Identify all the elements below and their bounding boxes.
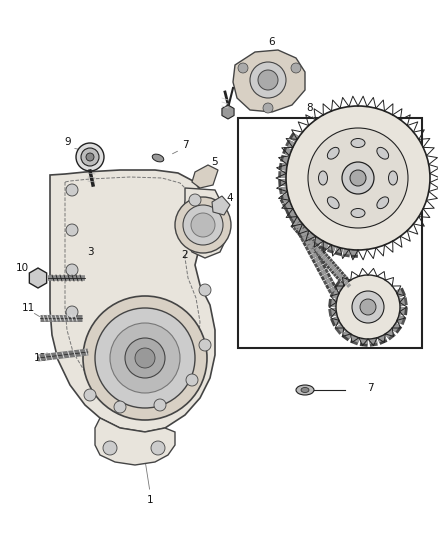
Circle shape <box>86 153 94 161</box>
Polygon shape <box>222 105 234 119</box>
Circle shape <box>76 143 104 171</box>
Ellipse shape <box>351 139 365 148</box>
Polygon shape <box>95 418 175 465</box>
Polygon shape <box>212 196 230 215</box>
Circle shape <box>114 401 126 413</box>
Circle shape <box>183 205 223 245</box>
Text: 2: 2 <box>182 250 188 260</box>
Text: 6: 6 <box>268 37 276 47</box>
Text: 9: 9 <box>65 137 71 147</box>
Circle shape <box>263 103 273 113</box>
Circle shape <box>66 264 78 276</box>
Circle shape <box>151 441 165 455</box>
Circle shape <box>360 299 376 315</box>
Circle shape <box>103 441 117 455</box>
Circle shape <box>83 296 207 420</box>
Polygon shape <box>29 268 47 288</box>
Ellipse shape <box>377 197 389 208</box>
Circle shape <box>286 106 430 250</box>
Ellipse shape <box>389 171 398 185</box>
Circle shape <box>352 291 384 323</box>
Text: 10: 10 <box>15 263 28 273</box>
Circle shape <box>186 374 198 386</box>
Circle shape <box>125 338 165 378</box>
Text: 3: 3 <box>87 247 93 257</box>
Circle shape <box>135 348 155 368</box>
Ellipse shape <box>296 385 314 395</box>
Circle shape <box>308 128 408 228</box>
Text: 5: 5 <box>212 157 218 167</box>
Text: 7: 7 <box>367 383 373 393</box>
Circle shape <box>199 284 211 296</box>
Circle shape <box>95 308 195 408</box>
Circle shape <box>110 323 180 393</box>
Text: 7: 7 <box>182 140 188 150</box>
Circle shape <box>342 162 374 194</box>
Circle shape <box>291 63 301 73</box>
Circle shape <box>66 224 78 236</box>
Ellipse shape <box>301 387 309 392</box>
Circle shape <box>154 399 166 411</box>
Text: 1: 1 <box>147 495 153 505</box>
Ellipse shape <box>152 154 164 162</box>
Ellipse shape <box>327 147 339 159</box>
Text: 8: 8 <box>307 103 313 113</box>
Circle shape <box>350 170 366 186</box>
Circle shape <box>250 62 286 98</box>
Ellipse shape <box>351 208 365 217</box>
Circle shape <box>199 339 211 351</box>
Polygon shape <box>183 188 228 258</box>
Ellipse shape <box>318 171 328 185</box>
Polygon shape <box>192 165 218 188</box>
Text: 12: 12 <box>33 353 46 363</box>
Circle shape <box>175 197 231 253</box>
Circle shape <box>191 213 215 237</box>
Circle shape <box>84 389 96 401</box>
Circle shape <box>258 70 278 90</box>
Ellipse shape <box>377 147 389 159</box>
Text: 11: 11 <box>21 303 35 313</box>
Circle shape <box>238 63 248 73</box>
Polygon shape <box>233 50 305 112</box>
Circle shape <box>66 306 78 318</box>
Text: 4: 4 <box>227 193 233 203</box>
Bar <box>238 118 422 348</box>
Circle shape <box>66 184 78 196</box>
Ellipse shape <box>327 197 339 208</box>
Circle shape <box>81 148 99 166</box>
Circle shape <box>336 275 400 339</box>
Circle shape <box>189 194 201 206</box>
Polygon shape <box>50 170 215 432</box>
